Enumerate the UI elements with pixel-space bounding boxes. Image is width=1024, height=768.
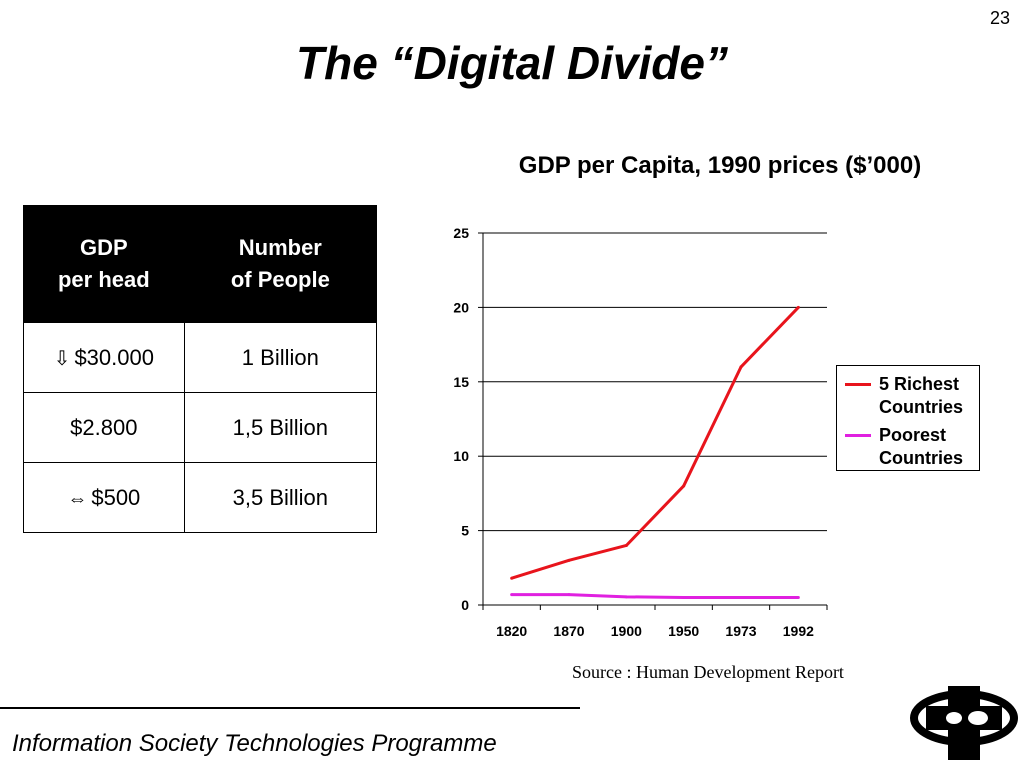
gdp-value: $30.000 — [74, 344, 154, 370]
y-tick-label: 20 — [453, 299, 469, 315]
data-point — [796, 596, 800, 600]
legend-swatch — [845, 383, 871, 386]
legend-label: Poorest Countries — [879, 425, 964, 468]
legend-item-poorest: Poorest Countries — [845, 424, 979, 470]
table-row: ⇔ $500 3,5 Billion — [23, 462, 378, 533]
y-tick-label: 15 — [453, 374, 469, 390]
table-header-row: GDP per head Number of People — [23, 205, 378, 323]
x-tick-label: 1870 — [553, 623, 584, 639]
source-note: Source : Human Development Report — [572, 662, 844, 682]
x-tick-label: 1900 — [611, 623, 642, 639]
data-point — [682, 596, 686, 600]
gdp-cell: $2.800 — [23, 392, 185, 463]
data-point — [510, 593, 514, 597]
chart-title: GDP per Capita, 1990 prices ($’000) — [518, 152, 922, 179]
data-point — [510, 576, 514, 580]
y-tick-label: 5 — [461, 523, 469, 539]
data-point — [682, 484, 686, 488]
legend-swatch — [845, 434, 871, 437]
gdp-value: $500 — [91, 484, 141, 510]
istp-logo — [910, 686, 1018, 760]
y-tick-label: 10 — [453, 448, 469, 464]
header-line: of People — [230, 267, 330, 292]
line-chart: 0 5 10 15 20 25 1820 1870 1900 1950 1973 1992 — [453, 225, 828, 639]
header-line: Number — [238, 235, 322, 260]
x-tick-label: 1820 — [496, 623, 527, 639]
series-line-poorest — [511, 593, 799, 600]
data-point — [567, 593, 571, 597]
y-tick-label: 0 — [461, 597, 469, 613]
data-point — [624, 595, 628, 599]
people-cell: 3,5 Billion — [183, 462, 378, 533]
legend-label: 5 Richest Countries — [879, 374, 964, 417]
data-point — [796, 305, 800, 309]
y-tick-label: 25 — [453, 225, 469, 241]
table-row: ⇩ $30.000 1 Billion — [23, 322, 378, 393]
data-point — [739, 596, 743, 600]
x-tick-label: 1950 — [668, 623, 699, 639]
footer-programme-name: Information Society Technologies Program… — [12, 730, 497, 757]
gdp-cell: ⇩ $30.000 — [23, 322, 185, 393]
legend-item-richest: 5 Richest Countries — [845, 373, 979, 419]
header-line: per head — [57, 267, 150, 292]
gdp-cell: ⇔ $500 — [23, 462, 185, 533]
data-point — [624, 543, 628, 547]
series-line-richest — [511, 306, 800, 580]
people-cell: 1 Billion — [183, 322, 378, 393]
x-tick-label: 1992 — [783, 623, 814, 639]
page-number: 23 — [989, 8, 1010, 28]
down-arrow-icon: ⇩ — [53, 347, 71, 370]
table-row: $2.800 1,5 Billion — [23, 392, 378, 463]
gdp-table: GDP per head Number of People ⇩ $30.000 1… — [23, 205, 378, 533]
left-right-arrow-icon: ⇔ — [67, 487, 88, 510]
gdp-value: $2.800 — [70, 414, 138, 440]
people-cell: 1,5 Billion — [183, 392, 378, 463]
data-point — [567, 558, 571, 562]
header-gdp-per-head: GDP per head — [23, 205, 185, 323]
chart-legend: 5 Richest Countries Poorest Countries — [836, 365, 980, 471]
header-line: GDP — [79, 235, 128, 260]
slide-title: The “Digital Divide” — [296, 37, 728, 89]
footer-divider — [0, 707, 580, 709]
data-point — [739, 365, 743, 369]
x-tick-label: 1973 — [725, 623, 756, 639]
header-number-of-people: Number of People — [183, 205, 378, 323]
